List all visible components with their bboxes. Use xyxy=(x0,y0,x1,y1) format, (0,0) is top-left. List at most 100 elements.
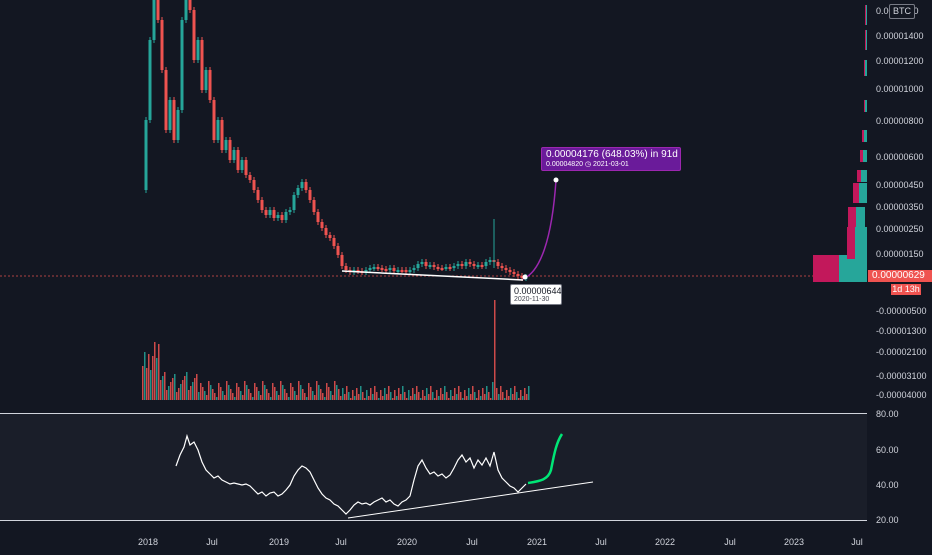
projection-info-box[interactable]: 0.00004176 (648.03%) in 91d 0.00004820 ◷… xyxy=(541,147,681,171)
vp-bar xyxy=(862,130,864,142)
volume-bar xyxy=(172,378,174,400)
volume-bar xyxy=(200,383,202,400)
symbol-badge[interactable]: BTC xyxy=(889,4,915,19)
volume-bar xyxy=(514,386,516,400)
volume-bar xyxy=(518,398,520,400)
candle-body xyxy=(420,262,424,264)
volume-bar xyxy=(318,385,320,400)
volume-bar xyxy=(346,386,348,400)
price-candles xyxy=(144,0,528,281)
volume-bar xyxy=(206,395,208,400)
low-price-label[interactable]: 0.00000644 2020-11-30 xyxy=(510,284,562,305)
volume-bar xyxy=(272,383,274,400)
candle-body xyxy=(320,222,324,228)
projection-start-point[interactable] xyxy=(522,274,528,280)
candle-body xyxy=(372,267,376,269)
volume-bar xyxy=(292,387,294,400)
volume-bar xyxy=(246,385,248,400)
projection-end-point[interactable] xyxy=(553,177,559,183)
volume-bar xyxy=(434,398,436,400)
volume-bar xyxy=(464,390,466,400)
low-price-date: 2020-11-30 xyxy=(514,296,550,303)
rsi-axis[interactable]: 80.00 60.00 40.00 20.00 xyxy=(876,409,899,525)
candle-body xyxy=(368,268,372,270)
price-axis-label: 0.00001200 xyxy=(876,56,924,66)
volume-bar xyxy=(238,387,240,400)
volume-bar xyxy=(484,394,486,400)
volume-bar xyxy=(282,385,284,400)
volume-bar xyxy=(152,356,154,400)
candle-body xyxy=(384,269,388,271)
volume-bar xyxy=(362,392,364,400)
candle-body xyxy=(212,100,216,140)
volume-bar xyxy=(224,395,226,400)
vp-bar xyxy=(865,100,867,112)
volume-bar xyxy=(466,396,468,400)
volume-bar xyxy=(274,387,276,400)
volume-bar xyxy=(270,397,272,400)
volume-bar xyxy=(336,385,338,400)
volume-bar xyxy=(208,381,210,400)
volume-profile xyxy=(813,5,867,282)
candle-body xyxy=(208,70,212,100)
candle-body xyxy=(284,212,288,220)
candle-body xyxy=(232,150,236,160)
volume-bar xyxy=(498,394,500,400)
candle-body xyxy=(292,195,296,210)
volume-bar xyxy=(192,382,194,400)
volume-bar xyxy=(350,398,352,400)
volume-bar xyxy=(416,386,418,400)
candle-body xyxy=(508,270,512,272)
candle-body xyxy=(172,100,176,140)
volume-bar xyxy=(482,388,484,400)
volume-bar xyxy=(244,381,246,400)
volume-bar xyxy=(284,389,286,400)
rsi-projection-curve[interactable] xyxy=(527,433,564,485)
time-axis-label: Jul xyxy=(724,537,736,547)
volume-bar xyxy=(394,390,396,400)
price-axis-label: 0.00000800 xyxy=(876,116,924,126)
volume-bar xyxy=(180,384,182,400)
candle-body xyxy=(152,0,156,40)
volume-bar xyxy=(168,386,170,400)
volume-bar xyxy=(146,368,148,400)
volume-bar xyxy=(332,395,334,400)
volume-bar xyxy=(412,388,414,400)
volume-bar xyxy=(424,396,426,400)
volume-bar xyxy=(278,395,280,400)
time-axis[interactable]: 2018 Jul 2019 Jul 2020 Jul 2021 Jul 2022 Jul 2023 J… xyxy=(138,537,863,547)
volume-bar xyxy=(194,378,196,400)
price-axis-label: 0.00001400 xyxy=(876,31,924,41)
volume-bar xyxy=(404,392,406,400)
candle-body xyxy=(404,270,408,272)
vp-bar xyxy=(863,150,867,162)
candle-body xyxy=(192,10,196,60)
candle-body xyxy=(260,200,264,210)
volume-bar xyxy=(164,372,166,400)
volume-bar xyxy=(308,383,310,400)
rsi-axis-label: 60.00 xyxy=(876,445,899,455)
volume-bar xyxy=(196,374,198,400)
time-axis-label: 2021 xyxy=(527,537,547,547)
price-axis-label: -0.00004000 xyxy=(876,390,927,400)
volume-bar xyxy=(316,381,318,400)
candle-body xyxy=(276,215,280,218)
volume-bar xyxy=(202,387,204,400)
candle-body xyxy=(344,266,348,270)
candle-body xyxy=(300,182,304,188)
candle-body xyxy=(308,190,312,200)
price-support-trendline[interactable] xyxy=(341,270,524,281)
price-projection-curve[interactable] xyxy=(522,179,557,280)
vp-bar xyxy=(839,255,867,282)
volume-bar xyxy=(252,397,254,400)
rsi-trendline[interactable] xyxy=(347,481,594,519)
volume-bar xyxy=(262,381,264,400)
volume-bar xyxy=(294,391,296,400)
volume-bar xyxy=(440,388,442,400)
candle-body xyxy=(196,40,200,60)
candle-body xyxy=(448,267,452,269)
time-axis-label: Jul xyxy=(206,537,218,547)
price-axis[interactable]: 0.00001600.000014000.000012000.000010000… xyxy=(876,6,927,400)
